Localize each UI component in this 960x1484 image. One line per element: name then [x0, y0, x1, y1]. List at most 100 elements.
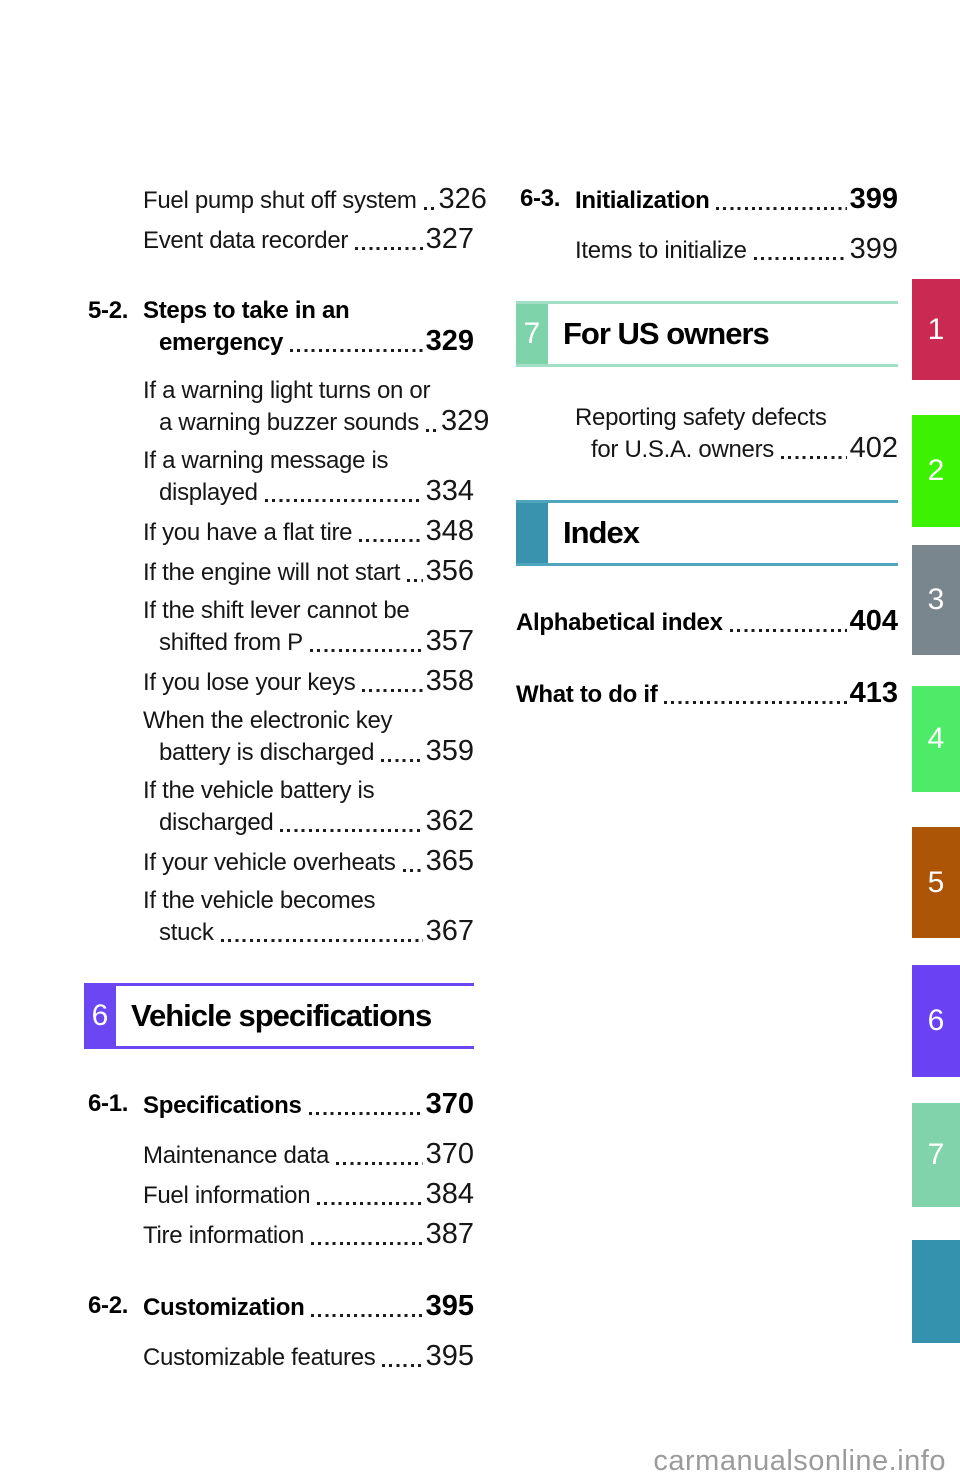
chapter-number-badge: 7: [516, 304, 548, 364]
chapter-tab-number: 1: [927, 312, 945, 346]
toc-entry-label: emergency: [159, 329, 284, 356]
dot-leader: [402, 868, 423, 872]
toc-entry-label: battery is discharged: [159, 739, 375, 766]
chapter-tab-number: 5: [927, 865, 945, 899]
dot-leader: [716, 206, 847, 210]
toc-entry: If the vehicle becomes stuck 367: [84, 886, 474, 948]
toc-entry-leader-line: Fuel pump shut off system 326: [84, 184, 487, 216]
dot-leader: [423, 206, 436, 210]
toc-entry-label: displayed: [159, 479, 258, 506]
toc-entry-text-line: If the vehicle becomes: [84, 886, 474, 916]
toc-entry-leader-line: Alphabetical index 404: [516, 606, 898, 638]
toc-entry: Event data recorder 327: [84, 224, 474, 256]
toc-entry-leader-line: displayed 334: [84, 476, 474, 508]
toc-entry: What to do if 413: [516, 678, 898, 710]
toc-entry-label: Specifications: [143, 1092, 302, 1119]
toc-entry-page-number: 395: [425, 1290, 474, 1322]
toc-entry-leader-line: Fuel information 384: [84, 1179, 474, 1211]
toc-entry-leader-line: If the engine will not start 356: [84, 556, 474, 588]
toc-entry-page-number: 334: [425, 475, 474, 507]
dot-leader: [362, 688, 423, 692]
toc-entry-page-number: 329: [425, 325, 474, 357]
chapter-header: 6 Vehicle specifications: [84, 983, 474, 1049]
toc-entry-leader-line: Tire information 387: [84, 1219, 474, 1251]
toc-entry-text-line: Reporting safety defects: [516, 403, 898, 433]
toc-entry: If the vehicle battery is discharged 362: [84, 776, 474, 838]
watermark-text: carmanualsonline.info: [653, 1445, 946, 1477]
toc-entry-leader-line: for U.S.A. owners 402: [516, 433, 898, 465]
toc-entry-label: Fuel information: [143, 1182, 311, 1209]
toc-entry-leader-line: 6-3. Initialization 399: [516, 184, 898, 216]
toc-entry: 6-1. Specifications 370: [84, 1089, 474, 1121]
dot-leader: [355, 246, 423, 250]
dot-leader: [311, 1313, 423, 1317]
toc-entry-page-number: 348: [425, 515, 474, 547]
chapter-number: 6: [91, 999, 109, 1032]
toc-entry-text: Steps to take in an: [143, 297, 350, 324]
toc-entry-label: If the engine will not start: [143, 559, 401, 586]
toc-entry: 6-2. Customization 395: [84, 1291, 474, 1323]
chapter-header: Index: [516, 500, 898, 566]
dot-leader: [290, 348, 423, 352]
toc-entry-label: Alphabetical index: [516, 609, 723, 636]
chapter-tab-number: 7: [927, 1138, 945, 1171]
toc-entry-page-number: 399: [849, 183, 898, 215]
dot-leader: [311, 1241, 423, 1245]
chapter-tab-number: 6: [927, 1004, 945, 1037]
toc-entry: Fuel pump shut off system 326: [84, 184, 487, 216]
toc-entry-page-number: 370: [425, 1088, 474, 1120]
toc-entry-page-number: 329: [440, 405, 490, 437]
toc-entry-text-line: When the electronic key: [84, 706, 474, 736]
toc-entry-leader-line: If you have a flat tire 348: [84, 516, 474, 548]
toc-entry-leader-line: 6-2. Customization 395: [84, 1291, 474, 1323]
toc-entry: If a warning light turns on or a warning …: [84, 376, 489, 438]
toc-entry-label: Maintenance data: [143, 1142, 330, 1169]
toc-entry: If a warning message is displayed 334: [84, 446, 474, 508]
toc-entry-leader-line: discharged 362: [84, 806, 474, 838]
toc-entry-text: If a warning light turns on or: [143, 377, 431, 404]
chapter-tab-number: 2: [927, 454, 945, 487]
toc-entry-leader-line: If your vehicle overheats 365: [84, 846, 474, 878]
dot-leader: [407, 578, 423, 582]
dot-leader: [753, 256, 847, 260]
dot-leader: [317, 1201, 423, 1205]
dot-leader: [309, 648, 423, 652]
toc-entry-label: Fuel pump shut off system: [143, 187, 417, 214]
toc-entry-text-line: If a warning light turns on or: [84, 376, 474, 406]
chapter-tab-index: [912, 1240, 960, 1343]
toc-entry-label: If you lose your keys: [143, 669, 356, 696]
toc-entry-label: Items to initialize: [575, 237, 747, 264]
toc-entry: If the shift lever cannot be shifted from…: [84, 596, 474, 658]
chapter-tab-7: 7: [912, 1103, 960, 1207]
toc-entry-label: If you have a flat tire: [143, 519, 353, 546]
chapter-tab-6: 6: [912, 965, 960, 1077]
toc-entry: Reporting safety defects for U.S.A. owner…: [516, 403, 898, 465]
toc-entry-page-number: 402: [849, 432, 898, 464]
chapter-tab-4: 4: [912, 686, 960, 792]
toc-entry-page-number: 367: [425, 915, 474, 947]
toc-entry-leader-line: Items to initialize 399: [516, 234, 898, 266]
toc-entry-leader-line: If you lose your keys 358: [84, 666, 474, 698]
toc-entry-page-number: 399: [849, 233, 898, 265]
toc-entry-label: Event data recorder: [143, 227, 349, 254]
chapter-tab-5: 5: [912, 827, 960, 938]
toc-entry-label: discharged: [159, 809, 274, 836]
toc-entry: If the engine will not start 356: [84, 556, 474, 588]
section-number: 6-2.: [88, 1292, 129, 1319]
dot-leader: [359, 538, 423, 542]
toc-entry-page-number: 358: [425, 665, 474, 697]
toc-entry-leader-line: Customizable features 395: [84, 1341, 474, 1373]
dot-leader: [780, 455, 847, 459]
toc-entry-leader-line: 6-1. Specifications 370: [84, 1089, 474, 1121]
toc-entry-label: stuck: [159, 919, 214, 946]
dot-leader: [336, 1161, 423, 1165]
toc-entry-leader-line: emergency 329: [84, 326, 474, 358]
toc-entry: If your vehicle overheats 365: [84, 846, 474, 878]
toc-entry-page-number: 387: [425, 1218, 474, 1250]
chapter-header: 7 For US owners: [516, 301, 898, 367]
toc-entry-text: If the vehicle becomes: [143, 887, 376, 914]
toc-entry-text-line: If the shift lever cannot be: [84, 596, 474, 626]
toc-entry-label: for U.S.A. owners: [591, 436, 774, 463]
chapter-number-badge: [516, 503, 548, 563]
toc-entry: Items to initialize 399: [516, 234, 898, 266]
